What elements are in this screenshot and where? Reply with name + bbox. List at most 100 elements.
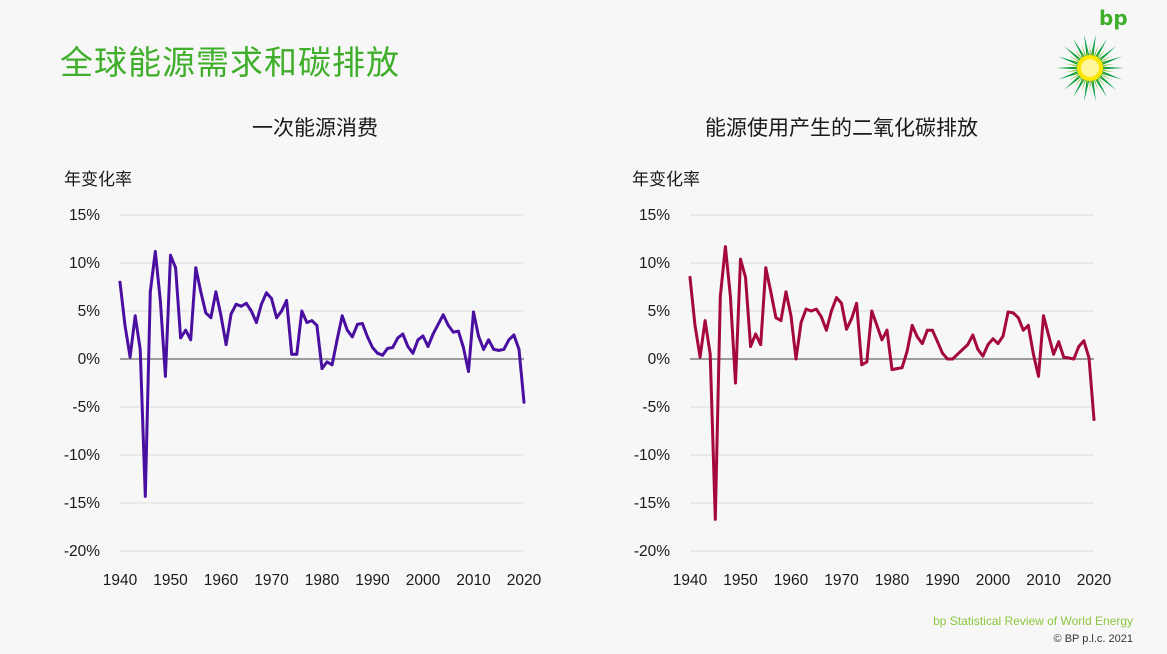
energy-x-tick-label: 1970 <box>254 572 289 589</box>
co2-data-point <box>910 324 914 327</box>
energy-data-point <box>446 324 450 327</box>
energy-data-point <box>320 367 324 370</box>
energy-data-point <box>148 290 152 294</box>
co2-data-point <box>688 276 692 279</box>
co2-x-tick-label: 1980 <box>875 572 910 589</box>
energy-data-point <box>361 322 364 325</box>
co2-data-point <box>1016 316 1020 320</box>
energy-data-point <box>315 324 319 327</box>
energy-y-tick-label: -5% <box>72 399 100 416</box>
co2-data-point <box>956 352 959 356</box>
energy-x-tick-label: 1950 <box>153 572 188 589</box>
energy-data-point <box>335 338 339 342</box>
energy-data-point <box>285 299 288 302</box>
energy-data-point <box>330 363 334 367</box>
co2-data-point <box>915 335 919 339</box>
co2-y-axis-label: 年变化率 <box>632 170 700 190</box>
co2-data-point <box>774 316 778 320</box>
energy-data-point <box>391 346 395 349</box>
co2-data-point <box>1072 357 1076 361</box>
energy-y-tick-label: 0% <box>78 351 101 368</box>
co2-data-point <box>819 315 823 319</box>
co2-data-point <box>991 337 995 341</box>
co2-data-point <box>814 307 818 311</box>
co2-data-point <box>693 324 697 327</box>
energy-data-point <box>502 348 506 351</box>
co2-data-point <box>850 317 853 321</box>
co2-y-tick-label: -10% <box>634 447 670 464</box>
energy-x-tick-label: 1960 <box>204 572 239 589</box>
co2-data-point <box>941 351 944 355</box>
co2-data-point <box>840 301 843 305</box>
co2-data-point <box>794 357 798 361</box>
co2-data-point <box>729 295 732 298</box>
co2-data-point <box>966 343 970 346</box>
co2-data-point <box>708 352 712 356</box>
co2-data-point <box>905 349 909 353</box>
co2-data-point <box>830 309 833 313</box>
co2-data-point <box>1037 374 1040 378</box>
co2-data-point <box>1082 339 1086 343</box>
co2-data-point <box>724 245 727 249</box>
energy-data-point <box>517 348 521 351</box>
co2-data-point <box>698 355 702 359</box>
co2-data-point <box>951 357 954 361</box>
co2-data-point <box>809 309 813 313</box>
energy-data-point <box>260 302 263 306</box>
co2-data-point <box>880 338 884 342</box>
co2-data-point <box>1006 310 1010 314</box>
energy-data-point <box>462 346 465 349</box>
energy-data-point <box>472 310 475 314</box>
energy-data-point <box>431 332 435 336</box>
co2-data-point <box>1011 311 1015 315</box>
co2-data-point <box>1001 334 1005 338</box>
co2-data-point <box>1047 333 1050 337</box>
energy-chart-title: 一次能源消费 <box>252 116 378 140</box>
energy-data-point <box>255 321 258 324</box>
energy-y-tick-label: 15% <box>69 207 100 224</box>
co2-data-point <box>1052 352 1055 356</box>
energy-data-point <box>340 314 344 318</box>
energy-x-tick-label: 2010 <box>456 572 491 589</box>
energy-data-point <box>159 300 162 303</box>
co2-data-point <box>986 343 990 346</box>
co2-y-tick-label: 15% <box>639 207 670 224</box>
energy-data-point <box>239 304 243 308</box>
energy-data-point <box>270 297 273 300</box>
co2-data-point <box>976 348 980 351</box>
energy-data-point <box>199 290 203 294</box>
energy-data-point <box>345 328 349 332</box>
energy-data-point <box>477 334 480 338</box>
co2-y-tick-label: 0% <box>648 351 671 368</box>
energy-data-point <box>153 250 157 253</box>
co2-data-point <box>1021 328 1025 332</box>
co2-x-tick-label: 1990 <box>925 572 960 589</box>
energy-data-point <box>371 346 374 349</box>
energy-data-point <box>411 351 415 355</box>
energy-data-point <box>426 345 430 348</box>
co2-data-point <box>759 343 763 346</box>
energy-data-point <box>381 353 384 357</box>
energy-data-point <box>174 266 178 270</box>
co2-data-point <box>789 314 793 318</box>
co2-data-point <box>961 348 965 351</box>
co2-y-tick-label: -5% <box>642 399 670 416</box>
energy-data-point <box>123 324 127 327</box>
co2-data-point <box>754 332 757 336</box>
co2-x-tick-label: 1950 <box>723 572 758 589</box>
co2-data-point <box>749 345 752 348</box>
energy-data-point <box>451 330 455 334</box>
co2-data-point <box>784 290 788 294</box>
co2-data-point <box>920 342 924 345</box>
co2-data-point <box>744 276 747 279</box>
co2-data-point <box>703 319 707 322</box>
energy-data-point <box>209 316 213 320</box>
co2-data-point <box>835 296 838 299</box>
co2-data-point <box>971 333 975 337</box>
co2-x-tick-label: 1940 <box>673 572 708 589</box>
co2-data-point <box>926 328 929 332</box>
energy-data-point <box>214 290 218 294</box>
co2-x-tick-label: 1960 <box>774 572 809 589</box>
co2-y-tick-label: -20% <box>634 543 670 560</box>
